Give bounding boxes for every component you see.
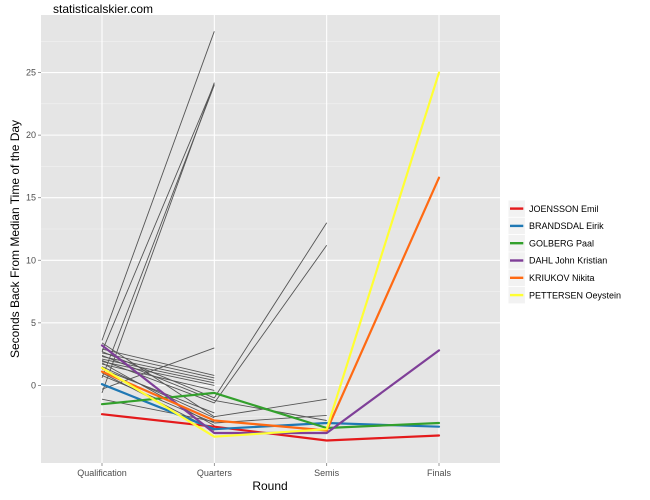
y-axis: 0 5 10 15 20 25: [26, 68, 41, 390]
background-series-line: [101, 363, 215, 391]
background-series-line: [101, 342, 327, 418]
background-series-line: [101, 84, 215, 379]
background-series-line: [101, 361, 215, 386]
legend-label: GOLBERG Paal: [529, 238, 594, 248]
legend-label: KRIUKOV Nikita: [529, 273, 595, 283]
y-tick-label: 5: [31, 318, 36, 328]
y-tick-label: 10: [26, 255, 36, 265]
y-tick-label: 0: [31, 380, 36, 390]
grid-major: [41, 15, 500, 463]
background-lines: [101, 31, 328, 431]
y-axis-title: Seconds Back From Median Time of the Day: [8, 120, 22, 358]
y-tick-label: 25: [26, 68, 36, 78]
legend-box: [508, 200, 628, 304]
series-line: [100, 391, 441, 430]
legend-label: BRANDSDAL Eirik: [529, 221, 604, 231]
x-tick-label: Semis: [314, 468, 340, 478]
legend-label: PETTERSEN Oeystein: [529, 290, 621, 300]
background-series-line: [101, 368, 215, 414]
legend-label: DAHL John Kristian: [529, 256, 607, 266]
background-series-line: [101, 362, 215, 426]
background-series-line: [101, 366, 215, 419]
watermark-caption: statisticalskier.com: [53, 2, 154, 16]
y-tick-label: 15: [26, 193, 36, 203]
plot-panel: [41, 15, 500, 463]
background-series-line: [101, 352, 215, 379]
legend: JOENSSON Emil BRANDSDAL Eirik GOLBERG Paal…: [507, 199, 628, 305]
y-tick-label: 20: [26, 130, 36, 140]
x-tick-label: Finals: [427, 468, 452, 478]
legend-label: JOENSSON Emil: [529, 204, 599, 214]
background-series-line: [101, 348, 215, 376]
background-series-line: [101, 83, 215, 352]
background-series-line: [101, 354, 327, 421]
series-line: [100, 71, 441, 438]
series-line: [100, 176, 441, 432]
x-tick-label: Qualification: [77, 468, 127, 478]
highlighted-lines: [100, 71, 441, 442]
grid-minor: [41, 40, 500, 417]
background-series-line: [101, 31, 215, 341]
x-axis: Qualification Quarters Semis Finals: [77, 463, 451, 478]
x-axis-title: Round: [252, 479, 287, 493]
x-tick-label: Quarters: [197, 468, 233, 478]
